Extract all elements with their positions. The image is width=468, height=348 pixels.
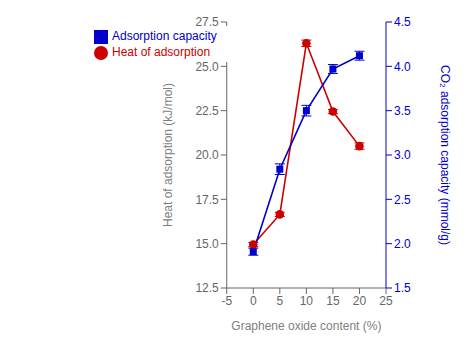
svg-text:-5: -5 (221, 294, 232, 308)
svg-text:Graphene oxide content (%): Graphene oxide content (%) (231, 319, 381, 333)
svg-text:22.5: 22.5 (195, 104, 219, 118)
svg-text:0: 0 (250, 294, 257, 308)
svg-text:20.0: 20.0 (195, 148, 219, 162)
svg-text:12.5: 12.5 (195, 281, 219, 295)
svg-text:25.0: 25.0 (195, 60, 219, 74)
svg-text:3.5: 3.5 (394, 104, 411, 118)
html-text:Heat of adsorption: Heat of adsorption (112, 45, 211, 59)
svg-text:15.0: 15.0 (195, 237, 219, 251)
svg-text:2.0: 2.0 (394, 237, 411, 251)
svg-text:15: 15 (326, 294, 340, 308)
svg-text:4.0: 4.0 (394, 60, 411, 74)
svg-text:Heat of adsorption (kJ/mol): Heat of adsorption (kJ/mol) (161, 83, 175, 227)
svg-text:10: 10 (300, 294, 314, 308)
svg-text:1.5: 1.5 (394, 281, 411, 295)
svg-text:5: 5 (276, 294, 283, 308)
svg-text:17.5: 17.5 (195, 193, 219, 207)
svg-text:4.5: 4.5 (394, 15, 411, 29)
svg-text:25: 25 (379, 294, 393, 308)
svg-text:3.0: 3.0 (394, 148, 411, 162)
svg-text:2.5: 2.5 (394, 193, 411, 207)
svg-text:27.5: 27.5 (195, 15, 219, 29)
svg-text:20: 20 (353, 294, 367, 308)
svg-text:CO₂ adsorption capacity (mmol/: CO₂ adsorption capacity (mmol/g) (438, 65, 452, 245)
html-text:Adsorption capacity: Adsorption capacity (112, 29, 217, 43)
